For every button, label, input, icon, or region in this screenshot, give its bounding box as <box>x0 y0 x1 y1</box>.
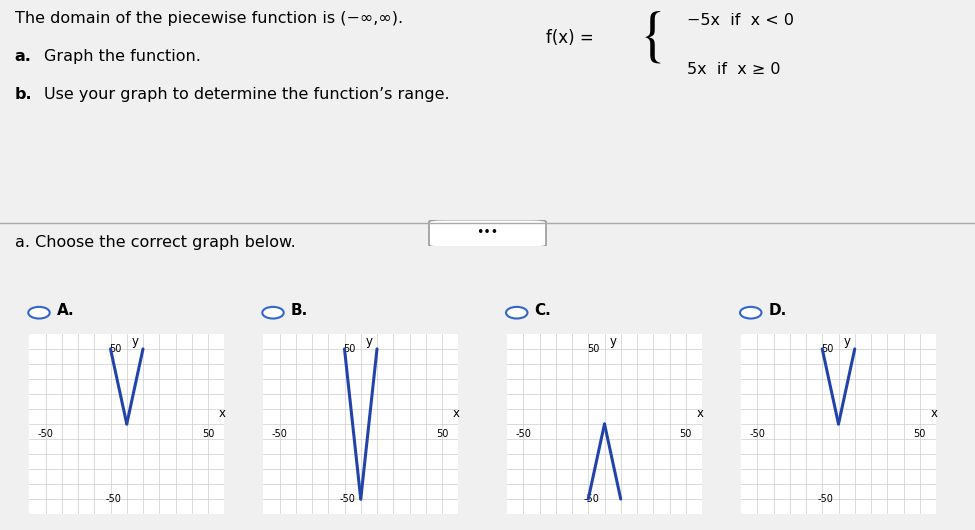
Text: Use your graph to determine the function’s range.: Use your graph to determine the function… <box>44 87 449 102</box>
Text: y: y <box>132 335 138 348</box>
Text: y: y <box>366 335 372 348</box>
Text: x: x <box>219 407 226 420</box>
Text: −5x  if  x < 0: −5x if x < 0 <box>687 13 795 29</box>
Text: •••: ••• <box>477 226 498 239</box>
Text: 50: 50 <box>821 344 834 354</box>
Text: 50: 50 <box>202 429 214 439</box>
Text: x: x <box>931 407 938 420</box>
Text: x: x <box>453 407 460 420</box>
Text: 50: 50 <box>914 429 926 439</box>
Text: 50: 50 <box>343 344 356 354</box>
Text: D.: D. <box>768 303 787 317</box>
Text: 50: 50 <box>680 429 692 439</box>
Text: -50: -50 <box>106 494 122 504</box>
Text: -50: -50 <box>272 429 288 439</box>
Text: B.: B. <box>291 303 308 317</box>
Text: 50: 50 <box>436 429 448 439</box>
Text: -50: -50 <box>38 429 54 439</box>
Text: b.: b. <box>15 87 32 102</box>
Text: Graph the function.: Graph the function. <box>44 49 201 64</box>
Text: -50: -50 <box>516 429 531 439</box>
Text: 50: 50 <box>587 344 600 354</box>
Text: {: { <box>639 11 668 65</box>
Text: -50: -50 <box>584 494 600 504</box>
Text: 50: 50 <box>109 344 122 354</box>
Text: -50: -50 <box>340 494 356 504</box>
FancyBboxPatch shape <box>429 219 546 247</box>
Text: a.: a. <box>15 49 31 64</box>
Text: x: x <box>697 407 704 420</box>
Text: y: y <box>843 335 850 348</box>
Text: C.: C. <box>534 303 551 317</box>
Text: y: y <box>609 335 616 348</box>
Text: -50: -50 <box>818 494 834 504</box>
Text: 5x  if  x ≥ 0: 5x if x ≥ 0 <box>687 63 781 77</box>
Text: The domain of the piecewise function is (−∞,∞).: The domain of the piecewise function is … <box>15 11 403 26</box>
Text: f(x) =: f(x) = <box>546 29 594 47</box>
Text: a. Choose the correct graph below.: a. Choose the correct graph below. <box>15 235 295 250</box>
Text: A.: A. <box>57 303 74 317</box>
Text: -50: -50 <box>750 429 765 439</box>
